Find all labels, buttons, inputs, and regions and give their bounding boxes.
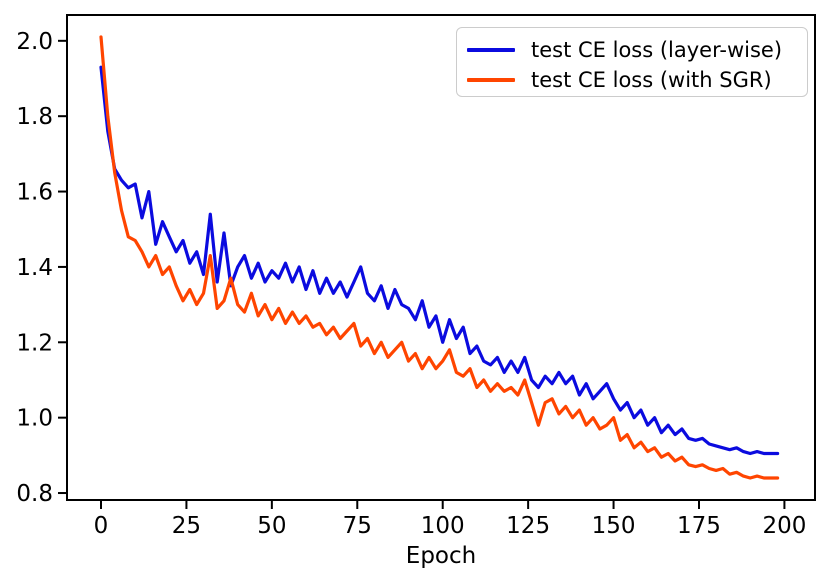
- x-tick-label: 25: [172, 513, 201, 539]
- series-line-1: [99, 35, 780, 480]
- y-tick-label: 1.8: [16, 104, 53, 130]
- legend-label-sgr: test CE loss (with SGR): [531, 68, 772, 93]
- x-tick-label: 100: [421, 513, 465, 539]
- y-tick-label: 1.2: [16, 330, 53, 356]
- y-tick-label: 1.0: [16, 406, 53, 432]
- x-tick-label: 50: [257, 513, 286, 539]
- legend-line-layer-wise: [467, 47, 515, 52]
- x-tick-label: 150: [592, 513, 636, 539]
- x-axis-title: Epoch: [405, 543, 477, 569]
- x-tick-label: 0: [94, 513, 109, 539]
- legend-item-sgr: test CE loss (with SGR): [467, 66, 807, 95]
- y-tick-label: 1.6: [16, 180, 53, 206]
- x-tick-label: 200: [762, 513, 806, 539]
- legend-label-layer-wise: test CE loss (layer-wise): [531, 37, 783, 62]
- x-tick-label: 125: [506, 513, 550, 539]
- legend-line-sgr: [467, 78, 515, 83]
- legend-item-layer-wise: test CE loss (layer-wise): [467, 35, 807, 64]
- x-tick-label: 75: [343, 513, 372, 539]
- y-tick-label: 2.0: [16, 29, 53, 55]
- series-line-0: [99, 65, 780, 456]
- legend: test CE loss (layer-wise) test CE loss (…: [456, 27, 808, 97]
- y-tick-label: 1.4: [16, 255, 53, 281]
- axes-frame: [66, 14, 816, 501]
- x-tick-label: 175: [677, 513, 721, 539]
- y-tick-label: 0.8: [16, 481, 53, 507]
